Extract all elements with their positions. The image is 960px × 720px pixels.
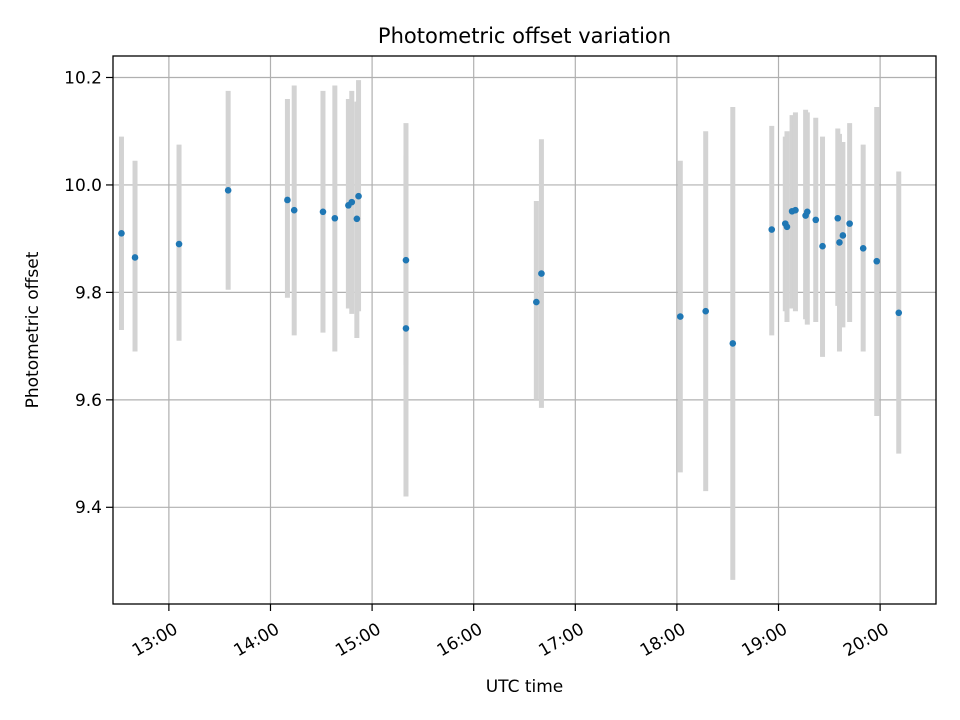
data-point bbox=[284, 196, 291, 204]
data-point bbox=[839, 232, 847, 239]
plot-area-frame bbox=[112, 55, 937, 605]
data-point bbox=[783, 223, 791, 231]
data-point bbox=[846, 220, 853, 227]
data-point bbox=[819, 242, 826, 250]
data-point bbox=[118, 229, 125, 237]
y-tick-label: 10.0 bbox=[64, 176, 102, 196]
y-axis-ticks: 9.4 9.6 9.8 10.0 10.2 bbox=[64, 68, 113, 518]
data-point bbox=[538, 270, 545, 277]
data-point bbox=[676, 313, 684, 320]
data-point bbox=[768, 226, 776, 233]
chart-title: Photometric offset variation bbox=[378, 24, 671, 48]
x-axis-title: UTC time bbox=[486, 677, 564, 697]
data-point bbox=[859, 245, 867, 252]
data-point bbox=[729, 340, 737, 347]
data-points bbox=[118, 187, 903, 347]
y-tick-label: 10.2 bbox=[64, 68, 102, 88]
data-point bbox=[402, 325, 410, 332]
data-point bbox=[319, 208, 327, 216]
data-point bbox=[348, 198, 356, 206]
data-point bbox=[331, 214, 339, 222]
y-tick-label: 9.8 bbox=[75, 283, 102, 303]
data-point bbox=[792, 206, 799, 214]
data-point bbox=[533, 298, 540, 306]
data-point bbox=[836, 239, 843, 246]
data-point bbox=[402, 256, 410, 264]
data-point bbox=[702, 307, 709, 315]
data-point bbox=[895, 309, 903, 317]
data-point bbox=[290, 206, 298, 214]
data-point bbox=[131, 254, 139, 261]
data-point bbox=[873, 257, 881, 265]
data-point bbox=[812, 216, 820, 224]
data-point bbox=[353, 215, 361, 223]
grid-lines bbox=[113, 56, 936, 604]
data-point bbox=[355, 192, 362, 200]
data-point bbox=[175, 240, 183, 248]
data-point bbox=[804, 208, 811, 216]
data-point bbox=[834, 214, 842, 222]
y-tick-label: 9.6 bbox=[75, 391, 102, 411]
y-axis-title: Photometric offset bbox=[23, 251, 43, 408]
data-point bbox=[224, 187, 232, 194]
y-tick-label: 9.4 bbox=[75, 498, 102, 518]
